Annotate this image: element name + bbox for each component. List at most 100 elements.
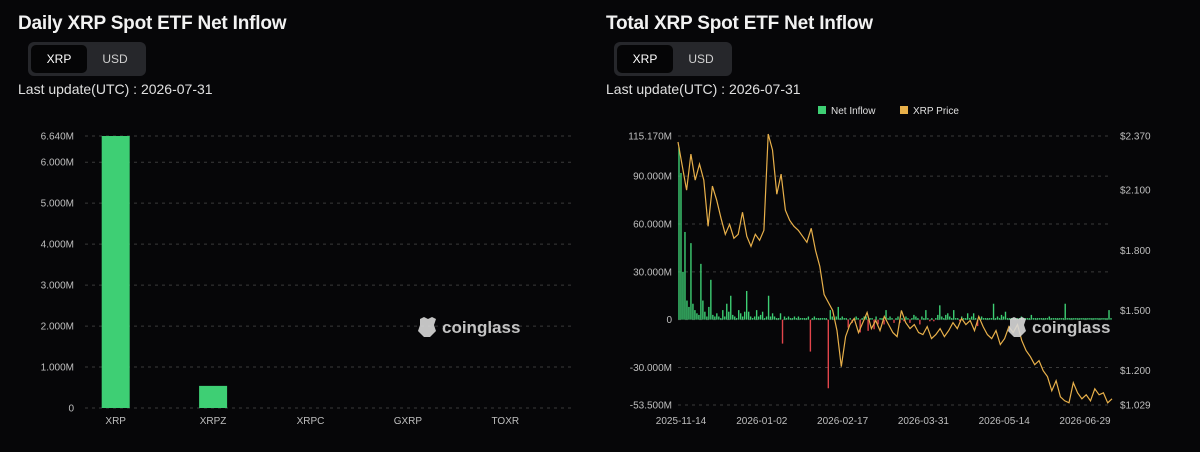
x-tick-label: 2026-03-31 — [898, 416, 950, 427]
net-inflow-bar — [927, 318, 929, 320]
net-inflow-bar — [925, 310, 927, 320]
total-inflow-combo-chart[interactable]: Net Inflow XRP Price -53.500M -30.000M 0 30.0… — [590, 0, 1200, 452]
net-inflow-bar — [1054, 318, 1056, 320]
net-inflow-bar — [1080, 318, 1082, 320]
net-inflow-bar — [1058, 318, 1060, 320]
net-inflow-bar — [1100, 318, 1102, 320]
net-inflow-bar — [730, 295, 732, 320]
net-inflow-bar — [1062, 318, 1064, 320]
x-tick-label: 2026-05-14 — [979, 416, 1031, 427]
net-inflow-bar — [871, 318, 873, 320]
net-inflow-bar — [895, 318, 897, 320]
net-inflow-bar — [1098, 318, 1100, 320]
daily-chart-title: Daily XRP Spot ETF Net Inflow — [18, 13, 287, 34]
net-inflow-bar — [962, 318, 965, 320]
net-inflow-bar — [837, 306, 839, 320]
net-inflow-bar — [1092, 318, 1094, 320]
net-inflow-bar — [791, 318, 794, 320]
net-inflow-bar — [953, 310, 955, 320]
net-inflow-bar — [823, 318, 826, 320]
net-inflow-bar — [732, 314, 734, 320]
net-inflow-bar — [1076, 318, 1078, 320]
net-inflow-bar — [1066, 318, 1068, 320]
net-inflow-bar — [996, 316, 999, 320]
net-inflow-bar — [931, 318, 933, 320]
net-inflow-bar — [1052, 318, 1054, 320]
net-inflow-bar — [889, 316, 891, 320]
net-inflow-bar — [692, 303, 694, 320]
net-inflow-bar — [1034, 318, 1037, 320]
net-inflow-bar — [831, 316, 833, 320]
daily-xrp-button[interactable]: XRP — [31, 45, 87, 73]
net-inflow-bar — [763, 318, 766, 320]
y-tick-label: 60.000M — [633, 219, 672, 230]
y-tick-label: 1.000M — [41, 363, 74, 374]
total-xrp-button[interactable]: XRP — [617, 45, 673, 73]
net-inflow-bar — [992, 303, 995, 320]
net-inflow-bar — [1110, 318, 1112, 320]
net-inflow-bar — [1002, 316, 1005, 320]
net-inflow-bar — [680, 172, 682, 320]
net-inflow-bar — [1072, 318, 1074, 320]
net-inflow-bar — [1096, 318, 1098, 320]
net-inflow-bar — [1000, 314, 1003, 320]
net-inflow-bar — [867, 319, 869, 331]
net-inflow-bar — [1078, 318, 1080, 320]
x-tick-label: XRPZ — [200, 416, 227, 427]
net-inflow-bar — [887, 318, 889, 320]
net-inflow-bar — [841, 316, 843, 320]
net-inflow-bar — [718, 316, 720, 320]
y2-tick-label: $1.800 — [1120, 246, 1151, 257]
net-inflow-bar — [777, 318, 780, 320]
net-inflow-bar — [793, 316, 796, 320]
y-tick-label: 3.000M — [41, 281, 74, 292]
net-inflow-bar — [893, 319, 895, 323]
daily-inflow-bar-chart: 0 1.000M 2.000M 3.000M 4.000M 5.000M 6.000M 6.6… — [41, 132, 572, 427]
net-inflow-bar — [839, 318, 841, 320]
net-inflow-bar — [1102, 318, 1104, 320]
net-inflow-bar — [815, 318, 818, 320]
daily-last-update: Last update(UTC) : 2026-07-31 — [18, 81, 213, 97]
net-inflow-bar — [913, 314, 915, 320]
net-inflow-bar — [941, 316, 943, 320]
net-inflow-bar — [847, 319, 849, 328]
net-inflow-bar — [885, 310, 887, 320]
net-inflow-bar — [957, 318, 959, 320]
daily-usd-button[interactable]: USD — [102, 52, 128, 66]
net-inflow-bar — [1082, 318, 1084, 320]
legend-swatch-net-inflow — [818, 106, 826, 114]
net-inflow-bar — [1088, 318, 1090, 320]
net-inflow-bar — [787, 316, 790, 320]
net-inflow-bar — [881, 318, 883, 320]
y-tick-label: 5.000M — [41, 199, 74, 210]
net-inflow-bar — [974, 318, 977, 320]
net-inflow-bar — [919, 319, 921, 325]
net-inflow-bar — [726, 303, 728, 320]
net-inflow-bar — [949, 316, 951, 320]
legend-label-xrp-price: XRP Price — [913, 106, 959, 117]
total-unit-toggle: XRP USD — [614, 42, 732, 76]
coinglass-watermark-text: coinglass — [442, 318, 520, 337]
net-inflow-bar — [859, 319, 861, 333]
y-tick-label: 4.000M — [41, 240, 74, 251]
net-inflow-bar — [803, 318, 806, 320]
net-inflow-bar — [716, 313, 718, 320]
net-inflow-bar — [915, 316, 917, 320]
net-inflow-bar — [734, 316, 736, 320]
net-inflow-bar — [827, 319, 830, 389]
net-inflow-bar — [684, 231, 686, 320]
net-inflow-bar — [855, 316, 857, 320]
net-inflow-bar — [998, 318, 1001, 320]
net-inflow-bar — [811, 318, 814, 320]
net-inflow-bar — [1008, 318, 1011, 320]
net-inflow-bar — [1064, 303, 1066, 320]
net-inflow-bar — [708, 306, 710, 320]
net-inflow-bar — [702, 300, 704, 320]
total-usd-button[interactable]: USD — [688, 52, 714, 66]
x-tick-label: XRP — [105, 416, 126, 427]
net-inflow-bar — [1060, 318, 1062, 320]
net-inflow-bar — [1046, 318, 1048, 320]
net-inflow-bar — [743, 311, 746, 320]
net-inflow-bar — [988, 318, 991, 320]
net-inflow-bar — [923, 318, 925, 320]
